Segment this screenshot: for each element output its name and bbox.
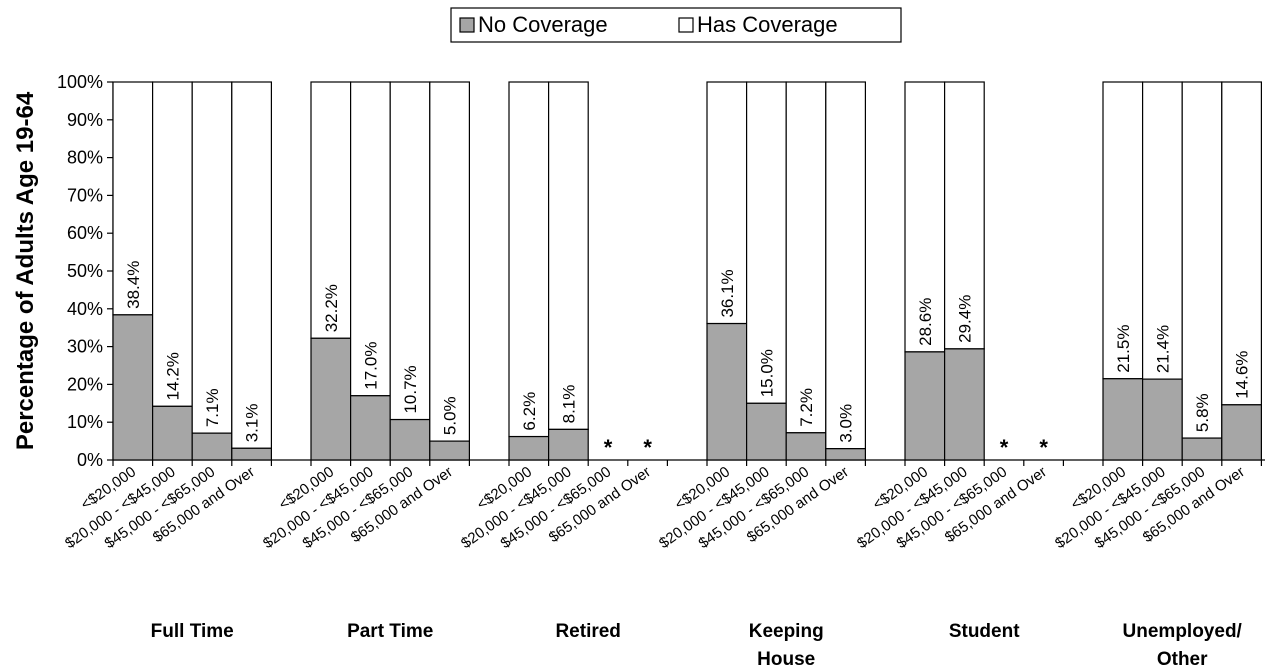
- data-label: 7.2%: [797, 388, 816, 427]
- bar-no-coverage: [231, 447, 273, 461]
- bar-no-coverage: [706, 322, 748, 461]
- data-label: 15.0%: [757, 349, 776, 397]
- bar-no-coverage: [389, 418, 431, 461]
- data-label: 36.1%: [718, 269, 737, 317]
- y-tick-label: 60%: [67, 223, 103, 243]
- data-label: 3.0%: [837, 404, 856, 443]
- bar-has-coverage: [785, 81, 827, 434]
- y-tick-label: 50%: [67, 261, 103, 281]
- bar-has-coverage: [350, 81, 391, 397]
- data-label: 14.6%: [1233, 351, 1252, 399]
- bar-no-coverage: [310, 337, 352, 461]
- bar-has-coverage: [943, 81, 985, 350]
- bar-has-coverage: [231, 81, 273, 449]
- data-label: 17.0%: [361, 342, 380, 390]
- data-label: 8.1%: [559, 385, 578, 424]
- data-label: 14.2%: [163, 352, 182, 400]
- data-label: 7.1%: [203, 388, 222, 427]
- legend-swatch-has-coverage: [678, 17, 694, 33]
- bar-has-coverage: [904, 81, 946, 353]
- y-tick-label: 90%: [67, 110, 103, 130]
- y-tick-label: 80%: [67, 148, 103, 168]
- group-label: Student: [949, 621, 1020, 642]
- bar-has-coverage: [1102, 81, 1144, 380]
- data-label: 38.4%: [124, 261, 143, 309]
- bar-has-coverage: [547, 81, 589, 430]
- data-label: 5.8%: [1193, 393, 1212, 432]
- legend-box: [450, 7, 902, 43]
- y-tick-label: 40%: [67, 299, 103, 319]
- data-label: 21.4%: [1153, 325, 1172, 373]
- bar-has-coverage: [508, 81, 550, 438]
- bar-no-coverage: [825, 448, 866, 461]
- data-label: 21.5%: [1114, 325, 1133, 373]
- bar-no-coverage: [112, 314, 154, 461]
- y-tick-label: 30%: [67, 337, 103, 357]
- y-tick-label: 70%: [67, 185, 103, 205]
- bar-no-coverage: [191, 432, 233, 461]
- data-label: 29.4%: [955, 295, 974, 343]
- data-label-suppressed: *: [604, 435, 613, 460]
- bar-no-coverage: [1221, 404, 1263, 461]
- bar-has-coverage: [112, 81, 154, 316]
- group-label: House: [757, 649, 815, 670]
- legend-label-no-coverage: No Coverage: [478, 12, 608, 37]
- bar-has-coverage: [429, 81, 470, 442]
- bar-no-coverage: [785, 432, 827, 461]
- bar-no-coverage: [429, 440, 470, 461]
- data-label: 28.6%: [916, 298, 935, 346]
- group-label: Unemployed/: [1123, 621, 1243, 642]
- y-tick-label: 10%: [67, 412, 103, 432]
- bar-no-coverage: [547, 428, 589, 461]
- bar-has-coverage: [1221, 81, 1263, 406]
- y-axis-title: Percentage of Adults Age 19-64: [12, 91, 39, 450]
- data-label: 5.0%: [441, 396, 460, 435]
- data-label-suppressed: *: [1039, 435, 1048, 460]
- data-label-suppressed: *: [1000, 435, 1009, 460]
- bar-no-coverage: [943, 348, 985, 461]
- data-label: 32.2%: [322, 284, 341, 332]
- group-label: Part Time: [347, 621, 433, 642]
- data-label: 3.1%: [243, 404, 262, 443]
- bar-no-coverage: [1102, 378, 1144, 461]
- bar-no-coverage: [508, 435, 550, 461]
- group-label: Keeping: [749, 621, 824, 642]
- bar-has-coverage: [1181, 81, 1223, 439]
- bar-has-coverage: [825, 81, 866, 450]
- data-label: 6.2%: [520, 392, 539, 431]
- y-tick-label: 20%: [67, 374, 103, 394]
- group-label: Full Time: [151, 621, 234, 642]
- bar-has-coverage: [191, 81, 233, 434]
- group-label: Retired: [555, 621, 620, 642]
- y-tick-label: 0%: [77, 450, 103, 470]
- data-label-suppressed: *: [643, 435, 652, 460]
- data-label: 10.7%: [401, 365, 420, 413]
- bar-no-coverage: [1181, 437, 1223, 461]
- group-label: Other: [1157, 649, 1208, 670]
- bar-no-coverage: [904, 351, 946, 461]
- bar-no-coverage: [745, 402, 787, 461]
- bar-no-coverage: [350, 395, 391, 461]
- legend-swatch-no-coverage: [459, 17, 475, 33]
- bar-no-coverage: [152, 405, 193, 461]
- legend-label-has-coverage: Has Coverage: [697, 12, 838, 37]
- y-tick-label: 100%: [57, 72, 103, 92]
- bar-has-coverage: [152, 81, 193, 407]
- bar-no-coverage: [1141, 378, 1183, 461]
